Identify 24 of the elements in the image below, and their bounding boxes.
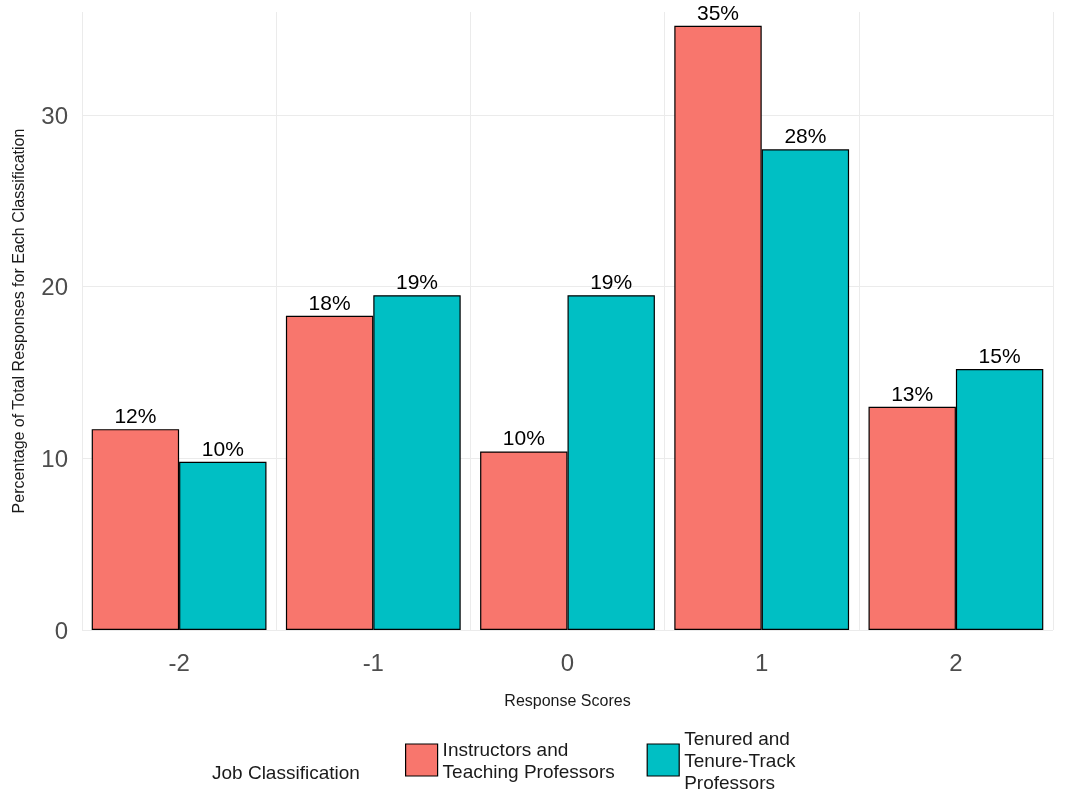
x-tick-label: -1 [362, 648, 384, 676]
legend-title: Job Classification [212, 762, 360, 783]
x-tick-label: 1 [755, 648, 769, 676]
data-label: 19% [590, 270, 633, 294]
x-tick-label: 0 [560, 648, 575, 676]
data-label: 35% [696, 0, 740, 24]
y-axis-title: Percentage of Total Responses for Each Classification [9, 128, 27, 514]
legend-label: Tenured and Tenure-Track Professors [684, 727, 801, 793]
data-label: 12% [114, 404, 157, 428]
y-tick-label: 30 [41, 101, 68, 129]
y-tick-label: 10 [41, 444, 68, 472]
legend-label: Instructors and Teaching Professors [442, 738, 615, 782]
y-tick-label: 0 [54, 616, 68, 644]
data-label: 10% [502, 426, 545, 450]
data-label: 10% [201, 436, 244, 460]
data-label: 18% [308, 290, 351, 314]
x-tick-label: 2 [949, 648, 963, 676]
y-tick-label: 20 [41, 273, 68, 301]
data-label: 13% [891, 381, 934, 405]
data-label: 28% [784, 124, 827, 148]
x-tick-label: -2 [168, 648, 190, 676]
data-label: 15% [978, 344, 1021, 368]
data-label: 19% [395, 270, 439, 294]
x-axis-title: Response Scores [504, 691, 631, 709]
